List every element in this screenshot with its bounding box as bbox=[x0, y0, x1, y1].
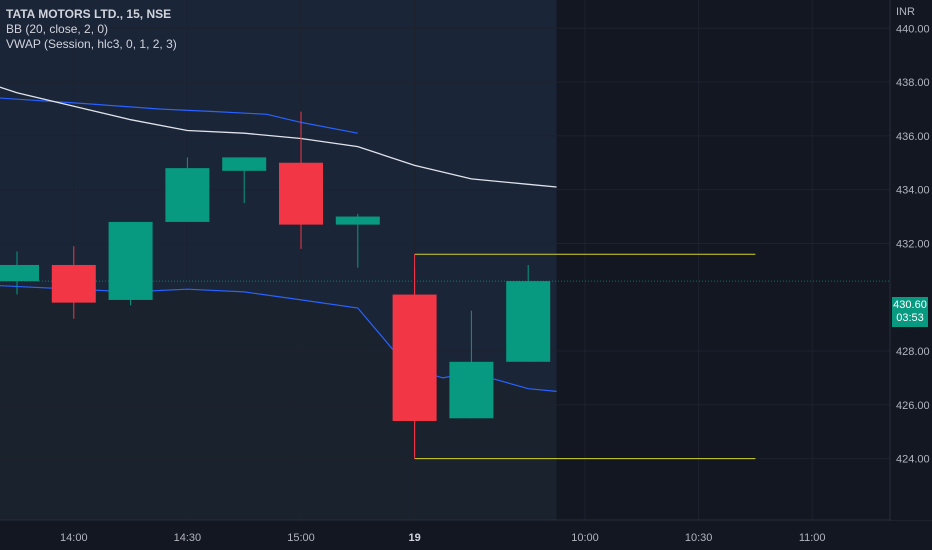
candle-body bbox=[335, 216, 380, 225]
price-tick-label: 426.00 bbox=[896, 400, 930, 412]
last-price-value: 430.60 bbox=[893, 299, 927, 311]
candle[interactable] bbox=[506, 264, 551, 362]
bb-fill bbox=[0, 0, 557, 392]
candle[interactable] bbox=[108, 221, 153, 306]
candle[interactable] bbox=[279, 111, 323, 249]
candle[interactable] bbox=[165, 157, 210, 222]
bb-indicator-label[interactable]: BB (20, close, 2, 0) bbox=[6, 22, 109, 36]
candle-body bbox=[51, 264, 96, 303]
candle-body bbox=[279, 162, 323, 225]
candle[interactable] bbox=[335, 213, 380, 268]
price-tick-label: 424.00 bbox=[896, 454, 930, 466]
time-tick-label: 14:30 bbox=[174, 532, 202, 544]
candle-body bbox=[0, 264, 39, 282]
time-tick-label: 15:00 bbox=[287, 532, 315, 544]
chart-legend: TATA MOTORS LTD., 15, NSE BB (20, close,… bbox=[6, 7, 177, 52]
time-axis-bg bbox=[0, 521, 932, 550]
price-tick-label: 428.00 bbox=[896, 346, 930, 358]
last-price-tag: 430.60 03:53 bbox=[892, 297, 928, 327]
time-tick-label: 11:00 bbox=[799, 532, 826, 544]
time-tick-label: 14:00 bbox=[60, 532, 88, 544]
time-tick-label: 19 bbox=[408, 532, 420, 544]
price-tick-label: 438.00 bbox=[896, 77, 930, 89]
candle-body bbox=[222, 157, 267, 171]
vwap-line[interactable] bbox=[0, 74, 557, 188]
candle-body bbox=[449, 361, 494, 419]
candle-body bbox=[108, 221, 153, 300]
time-tick-label: 10:30 bbox=[685, 532, 713, 544]
candle-body bbox=[165, 168, 210, 222]
candle[interactable] bbox=[222, 157, 267, 204]
time-tick-label: 10:00 bbox=[571, 532, 599, 544]
price-tick-label: 436.00 bbox=[896, 131, 930, 143]
candle-body bbox=[392, 294, 437, 421]
currency-unit: INR bbox=[896, 6, 915, 18]
vwap-indicator-label[interactable]: VWAP (Session, hlc3, 0, 1, 2, 3) bbox=[6, 37, 177, 51]
candle-body bbox=[506, 281, 551, 362]
plot-area[interactable] bbox=[0, 0, 890, 520]
bar-countdown: 03:53 bbox=[896, 312, 924, 324]
symbol-title[interactable]: TATA MOTORS LTD., 15, NSE bbox=[6, 7, 172, 21]
price-tick-label: 432.00 bbox=[896, 238, 930, 250]
candle[interactable] bbox=[449, 310, 494, 419]
candle[interactable] bbox=[0, 251, 39, 295]
session-highlight bbox=[0, 0, 557, 520]
candle[interactable] bbox=[51, 246, 96, 319]
price-axis-bg bbox=[891, 0, 932, 520]
candle[interactable] bbox=[392, 267, 437, 456]
price-tick-label: 434.00 bbox=[896, 185, 930, 197]
price-tick-label: 440.00 bbox=[896, 23, 930, 35]
